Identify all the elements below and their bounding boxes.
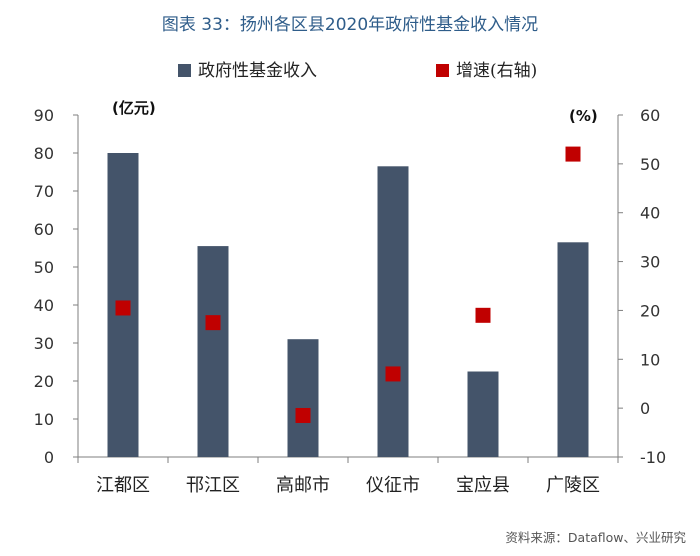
right-tick-label: 20 (640, 301, 660, 320)
left-tick-label: 0 (44, 448, 54, 467)
legend: 政府性基金收入 增速(右轴) (178, 61, 537, 81)
bar-series (107, 153, 589, 458)
bar (197, 246, 229, 457)
bar (557, 242, 589, 457)
right-axis-unit: (%) (569, 107, 598, 125)
right-tick-label: 40 (640, 204, 660, 223)
bar (467, 371, 499, 457)
left-tick-label: 50 (34, 258, 54, 277)
legend-swatch-bar (178, 64, 191, 77)
legend-label-bar: 政府性基金收入 (198, 61, 317, 81)
growth-marker (205, 315, 221, 331)
chart-title: 图表 33：扬州各区县2020年政府性基金收入情况 (161, 15, 539, 35)
left-tick-label: 30 (34, 334, 54, 353)
growth-marker (385, 366, 401, 382)
left-axis-unit: (亿元) (112, 99, 156, 117)
x-category-label: 广陵区 (546, 475, 600, 496)
legend-swatch-marker (436, 64, 449, 77)
bar (377, 166, 409, 458)
x-category-label: 邗江区 (186, 475, 240, 496)
right-tick-label: 30 (640, 253, 660, 272)
source-note: 资料来源：Dataflow、兴业研究 (505, 530, 686, 545)
growth-marker (475, 307, 491, 323)
left-tick-label: 10 (34, 410, 54, 429)
x-axis-labels: 江都区 邗江区 高邮市 仪征市 宝应县 广陵区 (96, 475, 600, 496)
x-category-label: 高邮市 (276, 475, 330, 496)
growth-marker (115, 300, 131, 316)
right-tick-label: 10 (640, 350, 660, 369)
left-tick-label: 90 (34, 106, 54, 125)
x-category-label: 江都区 (96, 475, 150, 496)
left-tick-label: 20 (34, 372, 54, 391)
left-tick-label: 60 (34, 220, 54, 239)
growth-marker (565, 146, 581, 162)
left-tick-label: 70 (34, 182, 54, 201)
left-tick-label: 40 (34, 296, 54, 315)
left-tick-label: 80 (34, 144, 54, 163)
right-tick-label: -10 (640, 448, 666, 467)
growth-marker (295, 407, 311, 423)
legend-label-marker: 增速(右轴) (456, 61, 537, 81)
x-category-label: 宝应县 (456, 475, 510, 496)
right-tick-label: 60 (640, 106, 660, 125)
x-category-label: 仪征市 (366, 475, 420, 496)
right-tick-label: 0 (640, 399, 650, 418)
bar (287, 339, 319, 457)
right-tick-label: 50 (640, 155, 660, 174)
marker-series (115, 146, 581, 423)
axes: 0 10 20 30 40 50 60 70 80 90 -10 0 10 20 30 40 50 60 (34, 106, 667, 467)
